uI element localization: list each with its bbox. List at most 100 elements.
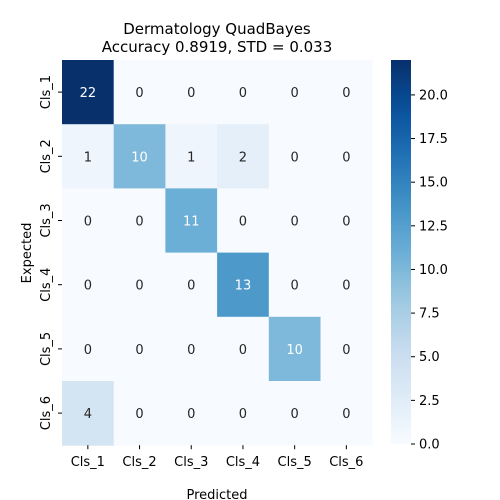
cell-value-label: 0 — [84, 215, 92, 230]
cell-value-label: 0 — [291, 407, 299, 422]
cell-value-label: 0 — [135, 343, 143, 358]
heatmap-cell — [113, 252, 166, 318]
cell-value-label: 0 — [239, 86, 247, 101]
cell-value-label: 0 — [135, 407, 143, 422]
heatmap-cell — [320, 60, 373, 125]
heatmap-cell — [268, 124, 321, 189]
cell-value-label: 0 — [84, 279, 92, 294]
x-tick-label: Cls_4 — [226, 455, 260, 470]
x-tick-labels: Cls_1 Cls_2 Cls_3 Cls_4 Cls_5 Cls_6 — [71, 445, 363, 470]
heatmap-cell — [62, 124, 115, 189]
x-tick-label: Cls_3 — [174, 455, 208, 470]
cell-value-label: 0 — [291, 215, 299, 230]
cell-value-label: 1 — [84, 150, 92, 165]
cell-value-label: 11 — [183, 215, 200, 230]
heatmap-cell — [113, 124, 166, 189]
chart-subtitle: Accuracy 0.8919, STD = 0.033 — [102, 38, 333, 56]
heatmap-cell — [320, 381, 373, 446]
heatmap-cell — [320, 252, 373, 318]
cell-value-label: 1 — [187, 150, 195, 165]
y-tick-label: Cls_4 — [39, 268, 54, 302]
heatmap-cell — [113, 381, 166, 446]
y-tick-label: Cls_1 — [39, 75, 54, 109]
colorbar-tick-label: 7.5 — [419, 307, 440, 322]
cell-value-label: 0 — [135, 215, 143, 230]
cell-value-label: 0 — [187, 279, 195, 294]
y-tick-label: Cls_5 — [39, 332, 54, 366]
heatmap-cell — [217, 316, 270, 382]
y-axis-label: Expected — [20, 223, 35, 284]
colorbar-tick-label: 5.0 — [419, 350, 440, 365]
colorbar-ticks: 0.0 2.5 5.0 7.5 10.0 12.5 15.0 17.5 20.0 — [411, 88, 448, 453]
colorbar-tick-label: 15.0 — [419, 176, 448, 191]
heatmap-cell — [217, 381, 270, 446]
heatmap-cell — [62, 60, 115, 125]
heatmap-cell — [217, 252, 270, 318]
y-tick-label: Cls_3 — [39, 203, 54, 237]
cell-value-label: 0 — [135, 86, 143, 101]
cell-value-label: 0 — [342, 279, 350, 294]
y-tick-labels: Cls_1 Cls_2 Cls_3 Cls_4 Cls_5 Cls_6 — [39, 75, 62, 430]
cell-value-label: 0 — [239, 343, 247, 358]
chart-title: Dermatology QuadBayes — [123, 20, 311, 38]
heatmap-cell — [320, 124, 373, 189]
heatmap-cell — [217, 188, 270, 254]
heatmap-cell — [320, 188, 373, 254]
heatmap-cell — [62, 316, 115, 382]
x-tick-label: Cls_6 — [329, 455, 363, 470]
heatmap-cell — [165, 381, 218, 446]
heatmap-cell — [113, 60, 166, 125]
heatmap-cell — [62, 252, 115, 318]
heatmap-cell — [217, 60, 270, 125]
cell-value-label: 0 — [239, 215, 247, 230]
cell-value-label: 0 — [342, 150, 350, 165]
cell-value-label: 0 — [342, 407, 350, 422]
heatmap-cell — [217, 124, 270, 189]
heatmap-cells: 22 0 0 0 0 01 10 1 2 0 00 0 11 0 0 00 0 0 13 0 00 0 0 0 10 04 0 0 0 0… — [62, 60, 373, 446]
heatmap-cell — [268, 60, 321, 125]
heatmap-cell — [113, 316, 166, 382]
cell-value-label: 0 — [187, 86, 195, 101]
colorbar-tick-label: 17.5 — [419, 132, 448, 147]
heatmap-cell — [62, 381, 115, 446]
cell-value-label: 0 — [342, 343, 350, 358]
colorbar-tick-label: 12.5 — [419, 219, 448, 234]
heatmap-cell — [165, 188, 218, 254]
heatmap-cell — [268, 252, 321, 318]
cell-value-label: 4 — [84, 407, 92, 422]
heatmap-cell — [113, 188, 166, 254]
heatmap-cell — [165, 252, 218, 318]
y-tick-label: Cls_2 — [39, 139, 54, 173]
cell-value-label: 0 — [187, 343, 195, 358]
cell-value-label: 0 — [291, 86, 299, 101]
heatmap-cell — [320, 316, 373, 382]
cell-value-label: 10 — [286, 343, 303, 358]
heatmap-cell — [165, 316, 218, 382]
cell-value-label: 10 — [131, 150, 148, 165]
cell-value-label: 0 — [135, 279, 143, 294]
x-tick-label: Cls_2 — [122, 455, 156, 470]
cell-value-label: 2 — [239, 150, 247, 165]
heatmap-cell — [268, 316, 321, 382]
colorbar-tick-label: 0.0 — [419, 438, 440, 453]
x-tick-label: Cls_5 — [278, 455, 312, 470]
colorbar-tick-label: 20.0 — [419, 88, 448, 103]
colorbar-tick-label: 10.0 — [419, 263, 448, 278]
colorbar-tick-label: 2.5 — [419, 394, 440, 409]
cell-value-label: 0 — [342, 215, 350, 230]
heatmap-cell — [62, 188, 115, 254]
heatmap-cell — [165, 124, 218, 189]
cell-value-label: 0 — [291, 150, 299, 165]
cell-value-label: 0 — [291, 279, 299, 294]
cell-value-label: 22 — [80, 86, 97, 101]
colorbar — [391, 60, 411, 444]
heatmap-cell — [268, 381, 321, 446]
heatmap-cell — [268, 188, 321, 254]
cell-value-label: 13 — [235, 279, 252, 294]
x-axis-label: Predicted — [186, 488, 247, 500]
cell-value-label: 0 — [187, 407, 195, 422]
heatmap-cell — [165, 60, 218, 125]
cell-value-label: 0 — [342, 86, 350, 101]
x-tick-label: Cls_1 — [71, 455, 105, 470]
y-tick-label: Cls_6 — [39, 396, 54, 430]
